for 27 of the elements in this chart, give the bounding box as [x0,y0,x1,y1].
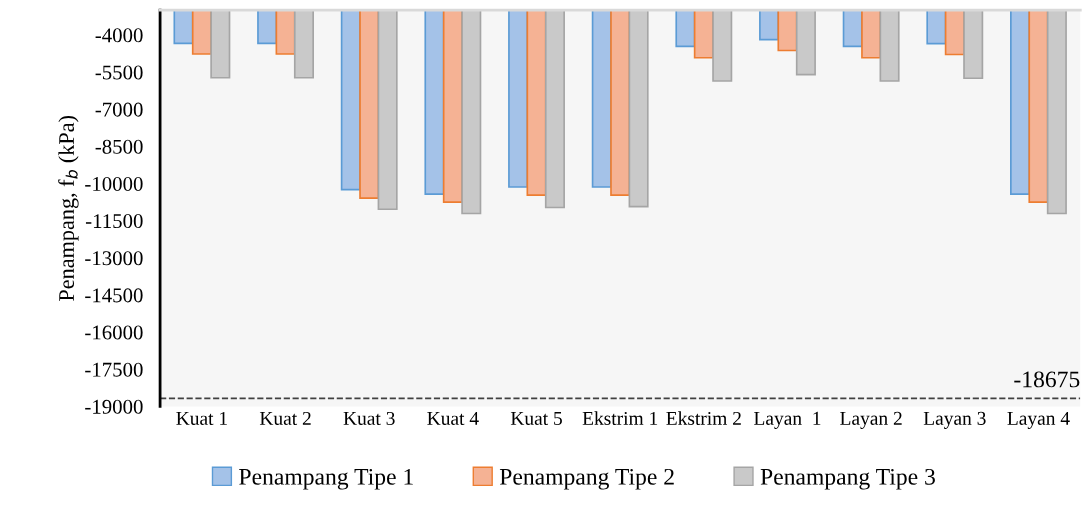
x-tick-label: Kuat 3 [343,411,395,425]
y-tick-label: -4000 [95,28,143,43]
x-tick-label: Ekstrim 2 [666,411,741,425]
y-tick-label: -8500 [95,139,143,154]
y-tick-label: -10000 [85,176,143,191]
legend-label: Penampang Tipe 3 [760,468,935,490]
y-tick-label: -16000 [85,325,143,340]
y-tick-label: -5500 [95,65,143,80]
x-tick-label: Layan 3 [923,411,986,429]
legend-label: Penampang Tipe 1 [239,468,413,490]
x-tick-label: Layan 1 [754,411,821,429]
y-tick-label: -14500 [85,288,143,303]
y-axis-title: Penampang, f$_{b}$ (kPa) [58,116,79,301]
y-tick-label: -17500 [85,362,143,377]
y-tick-label: -11500 [85,214,143,229]
x-tick-label: Kuat 5 [510,412,562,425]
x-tick-label: Layan 2 [840,411,902,429]
x-tick-label: Kuat 1 [176,411,227,425]
y-tick-label: -7000 [95,102,143,117]
x-tick-label: Kuat 4 [427,411,479,425]
y-tick-label: -13000 [85,251,143,266]
x-tick-label: Kuat 2 [259,411,311,425]
x-tick-label: Ekstrim 1 [582,411,658,425]
ref-line-label: -18675 [1014,371,1080,388]
x-tick-label: Layan 4 [1007,411,1070,429]
legend-label: Penampang Tipe 2 [499,468,674,490]
y-tick-label: -19000 [85,399,143,414]
